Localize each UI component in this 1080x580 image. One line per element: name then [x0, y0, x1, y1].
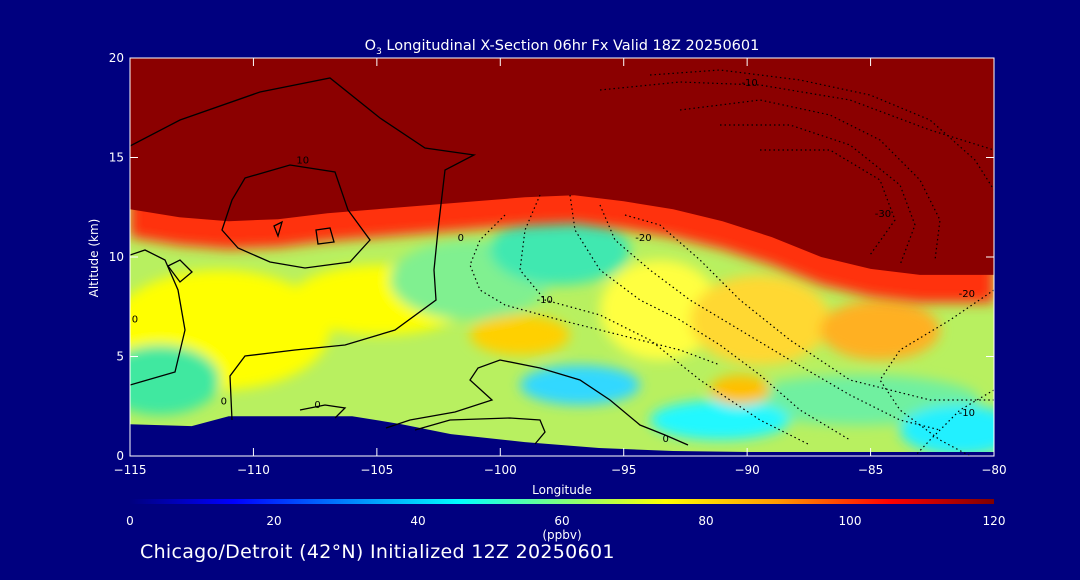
contour-label: 0 [662, 434, 668, 445]
field-blob [900, 405, 994, 455]
colorbar-tick-label: 80 [698, 514, 713, 528]
contour-label: -20 [635, 233, 651, 244]
x-tick-label: −115 [114, 463, 147, 477]
x-axis: −115 −110 −105 −100 −95 −90 −85 −80 [114, 58, 1007, 477]
terrain-mask [130, 416, 994, 456]
contour-label: -10 [537, 295, 553, 306]
x-tick-label: −90 [734, 463, 759, 477]
contour-labels: 10 0 0 0 0 0 -10 -30 -20 -10 -20 -10 [132, 78, 975, 445]
chart-title: O3 Longitudinal X-Section 06hr Fx Valid … [365, 38, 760, 57]
x-tick-label: −95 [611, 463, 636, 477]
field-blob [650, 400, 790, 440]
contour-0-low [414, 417, 546, 445]
contour-label: -30 [875, 209, 891, 220]
field-blob [600, 260, 720, 360]
contour-closed-small [315, 227, 335, 245]
contour-neg-2 [519, 194, 811, 446]
colorbar [130, 499, 994, 504]
colorbar-ticks: 0 20 40 60 80 100 120 [126, 514, 1005, 528]
x-tick-label: −80 [981, 463, 1006, 477]
contour-label: 0 [458, 233, 464, 244]
contour-0-outer [130, 77, 477, 421]
contour-label: -10 [741, 78, 757, 89]
negative-contours [469, 69, 994, 456]
field-blob [820, 300, 940, 360]
positive-contours [130, 77, 689, 446]
y-tick-label: 5 [116, 350, 124, 364]
x-tick-label: −110 [237, 463, 270, 477]
contour-label: 0 [314, 400, 320, 411]
y-tick-label: 0 [116, 449, 124, 463]
footer-caption: Chicago/Detroit (42°N) Initialized 12Z 2… [140, 541, 615, 563]
contour-0-east [299, 404, 347, 419]
x-tick-label: −105 [360, 463, 393, 477]
colorbar-tick-label: 100 [839, 514, 862, 528]
x-axis-label: Longitude [532, 483, 592, 497]
y-tick-label: 20 [109, 51, 124, 65]
field-blob [130, 345, 220, 415]
contour-label: 0 [221, 396, 227, 407]
contour-label: 0 [132, 315, 138, 326]
contour-label: -20 [959, 289, 975, 300]
colorbar-tick-label: 20 [266, 514, 281, 528]
contour-closed-small [167, 259, 193, 283]
contour-neg-7 [760, 149, 896, 256]
y-tick-label: 15 [109, 151, 124, 165]
x-tick-label: −85 [858, 463, 883, 477]
y-axis-label: Altitude (km) [87, 219, 101, 298]
contour-neg-5 [679, 99, 941, 261]
contour-neg-1 [469, 214, 721, 366]
contour-0-basin [385, 359, 689, 446]
contour-label: -10 [959, 408, 975, 419]
contour-0-west [130, 249, 186, 386]
colorbar-tick-label: 40 [410, 514, 425, 528]
x-tick-label: −100 [484, 463, 517, 477]
contour-10 [221, 164, 371, 269]
colorbar-tick-label: 0 [126, 514, 134, 528]
field-blob [520, 365, 640, 405]
field-blob [470, 315, 570, 355]
colorbar-tick-label: 120 [983, 514, 1006, 528]
y-axis: 0 5 10 15 20 [109, 51, 994, 463]
title-subscript: 3 [376, 47, 382, 57]
contour-neg-8 [649, 69, 994, 191]
colorbar-tick-label: 60 [554, 514, 569, 528]
colorbar-label: (ppbv) [542, 528, 581, 542]
field-blob [710, 375, 770, 405]
field-blob [690, 275, 830, 365]
contour-closed-small [273, 220, 284, 239]
contour-neg-12 [624, 214, 994, 401]
ozone-field: 10 0 0 0 0 0 -10 -30 -20 -10 -20 -10 [130, 58, 994, 456]
y-tick-label: 10 [109, 250, 124, 264]
contour-label: 10 [296, 155, 309, 166]
stratosphere-region [130, 58, 994, 275]
